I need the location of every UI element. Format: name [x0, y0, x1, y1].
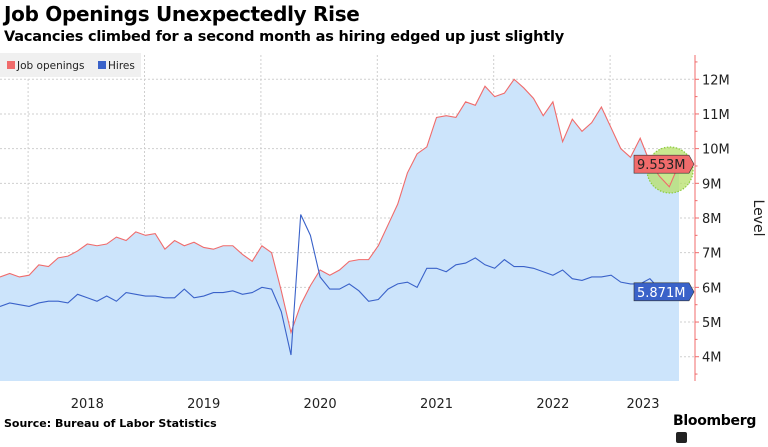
last-value-job-openings-shape [633, 154, 695, 174]
x-tick-label: 2021 [420, 397, 453, 412]
x-tick-label: 2023 [626, 397, 659, 412]
chart: Job openings Hires 4M 5M 6M 7M 8M 9M 10M 11M 12M Le… [0, 53, 766, 412]
last-value-hires-shape [633, 282, 695, 302]
x-tick-label: 2022 [536, 397, 569, 412]
series-line-job-openings [0, 78, 680, 335]
series-line-hires [0, 214, 680, 356]
last-value-job-openings-text: 9.553M [637, 158, 685, 173]
y-tick-label: 12M [702, 73, 730, 88]
legend-label-job-openings: Job openings [16, 60, 84, 72]
area-fill [0, 79, 679, 381]
last-value-hires-text: 5.871M [637, 286, 685, 301]
y-tick-label: 6M [702, 281, 722, 296]
chart-title: Job Openings Unexpectedly Rise [4, 2, 360, 26]
legend-label-hires: Hires [108, 60, 135, 72]
legend-box [0, 53, 141, 77]
x-tick-label: 2018 [71, 397, 104, 412]
logo-text: Bloomberg [673, 413, 757, 429]
y-tick-label: 10M [702, 143, 730, 158]
logo-mark-icon [676, 432, 687, 443]
source-note: Source: Bureau of Labor Statistics [4, 417, 217, 430]
chart-subtitle: Vacancies climbed for a second month as … [4, 29, 565, 45]
y-tick-label: 9M [702, 177, 722, 192]
bloomberg-logo: Bloomberg [673, 413, 768, 447]
y-axis-label: Level [750, 200, 766, 237]
y-tick-label: 8M [702, 212, 722, 227]
x-tick-label: 2020 [304, 397, 337, 412]
legend-swatch-job-openings [7, 61, 15, 69]
y-tick-label: 5M [702, 316, 722, 331]
x-tick-label: 2019 [187, 397, 220, 412]
legend-swatch-hires [98, 61, 106, 69]
y-tick-label: 7M [702, 247, 722, 262]
y-tick-label: 11M [702, 108, 730, 123]
last-value-job-openings: 9.553M [633, 154, 695, 174]
y-tick-label: 4M [702, 351, 722, 366]
last-value-hires: 5.871M [633, 282, 695, 302]
